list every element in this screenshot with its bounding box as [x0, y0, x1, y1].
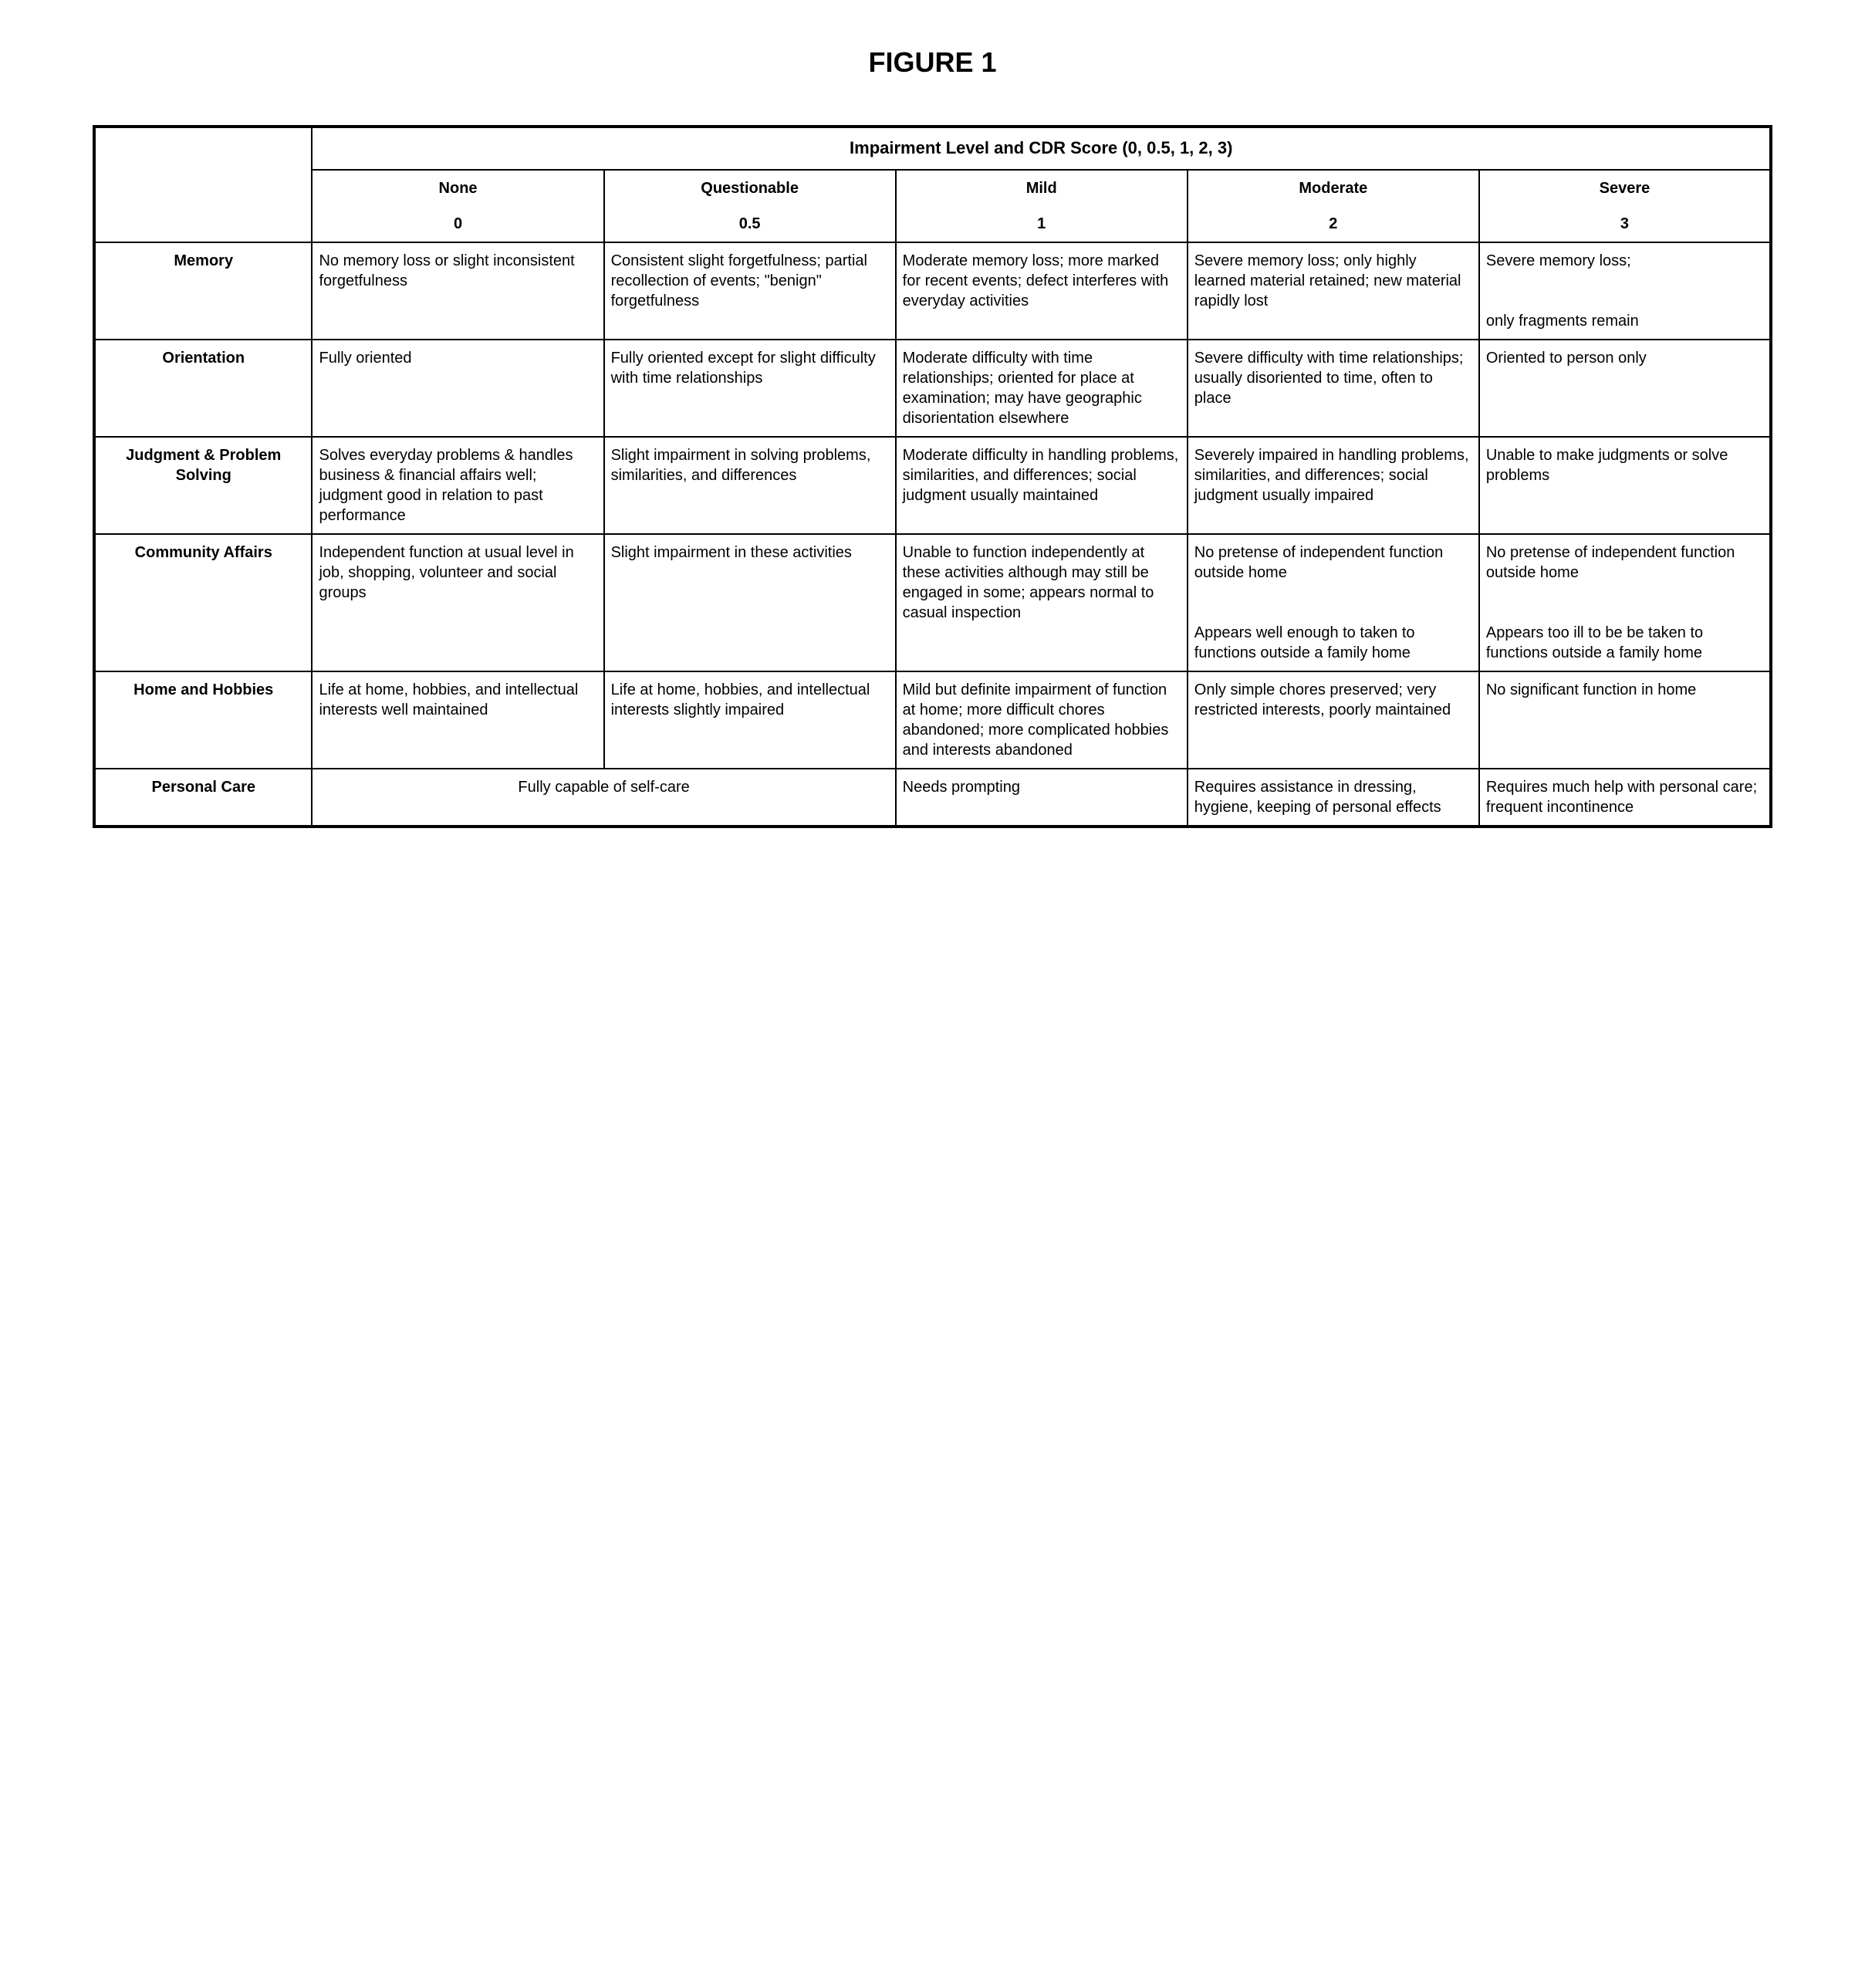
cell: Severe memory loss;only fragments remain	[1479, 242, 1771, 340]
cell: No significant function in home	[1479, 671, 1771, 769]
cell: No pretense of independent function outs…	[1479, 534, 1771, 671]
level-score: 0.5	[611, 214, 889, 234]
cell: Mild but definite impairment of function…	[896, 671, 1188, 769]
row-label: Personal Care	[94, 769, 312, 827]
cell: Independent function at usual level in j…	[312, 534, 603, 671]
header-row-levels: None 0 Questionable 0.5 Mild 1 Moderate …	[94, 170, 1771, 242]
row-label: Community Affairs	[94, 534, 312, 671]
level-name: Questionable	[611, 178, 889, 198]
cell: Oriented to person only	[1479, 340, 1771, 437]
level-score: 2	[1194, 214, 1472, 234]
cell: Unable to make judgments or solve proble…	[1479, 437, 1771, 534]
cell: Solves everyday problems & handles busin…	[312, 437, 603, 534]
cell: Only simple chores preserved; very restr…	[1188, 671, 1479, 769]
level-header-3: Moderate 2	[1188, 170, 1479, 242]
level-header-0: None 0	[312, 170, 603, 242]
row-label: Memory	[94, 242, 312, 340]
level-score: 1	[903, 214, 1181, 234]
level-header-1: Questionable 0.5	[604, 170, 896, 242]
cell: Requires assistance in dressing, hygiene…	[1188, 769, 1479, 827]
row-judgment: Judgment & Problem Solving Solves everyd…	[94, 437, 1771, 534]
cell: Severe difficulty with time relationship…	[1188, 340, 1479, 437]
row-home-hobbies: Home and Hobbies Life at home, hobbies, …	[94, 671, 1771, 769]
header-row-spanning: Impairment Level and CDR Score (0, 0.5, …	[94, 127, 1771, 170]
cell: Needs prompting	[896, 769, 1188, 827]
cell: No pretense of independent function outs…	[1188, 534, 1479, 671]
level-header-2: Mild 1	[896, 170, 1188, 242]
cell: Consistent slight forgetfulness; partial…	[604, 242, 896, 340]
cell: Fully oriented	[312, 340, 603, 437]
level-header-4: Severe 3	[1479, 170, 1771, 242]
row-community: Community Affairs Independent function a…	[94, 534, 1771, 671]
figure-title: FIGURE 1	[93, 46, 1772, 79]
level-score: 3	[1486, 214, 1763, 234]
row-orientation: Orientation Fully oriented Fully oriente…	[94, 340, 1771, 437]
cell: Severely impaired in handling problems, …	[1188, 437, 1479, 534]
corner-blank	[94, 127, 312, 242]
cell: Requires much help with personal care; f…	[1479, 769, 1771, 827]
row-label: Orientation	[94, 340, 312, 437]
cell: Slight impairment in these activities	[604, 534, 896, 671]
merged-cell: Fully capable of self-care	[312, 769, 895, 827]
level-score: 0	[319, 214, 596, 234]
cell: Life at home, hobbies, and intellectual …	[312, 671, 603, 769]
row-personal-care: Personal Care Fully capable of self-care…	[94, 769, 1771, 827]
cell: Slight impairment in solving problems, s…	[604, 437, 896, 534]
row-memory: Memory No memory loss or slight inconsis…	[94, 242, 1771, 340]
cell: No memory loss or slight inconsistent fo…	[312, 242, 603, 340]
row-label: Judgment & Problem Solving	[94, 437, 312, 534]
level-name: Severe	[1486, 178, 1763, 198]
spanning-header: Impairment Level and CDR Score (0, 0.5, …	[312, 127, 1771, 170]
cell: Life at home, hobbies, and intellectual …	[604, 671, 896, 769]
cell: Unable to function independently at thes…	[896, 534, 1188, 671]
level-name: Moderate	[1194, 178, 1472, 198]
cell: Severe memory loss; only highly learned …	[1188, 242, 1479, 340]
row-label: Home and Hobbies	[94, 671, 312, 769]
level-name: Mild	[903, 178, 1181, 198]
cdr-table: Impairment Level and CDR Score (0, 0.5, …	[93, 125, 1772, 828]
cell: Moderate memory loss; more marked for re…	[896, 242, 1188, 340]
cell: Moderate difficulty with time relationsh…	[896, 340, 1188, 437]
cell: Moderate difficulty in handling problems…	[896, 437, 1188, 534]
level-name: None	[319, 178, 596, 198]
cell: Fully oriented except for slight difficu…	[604, 340, 896, 437]
